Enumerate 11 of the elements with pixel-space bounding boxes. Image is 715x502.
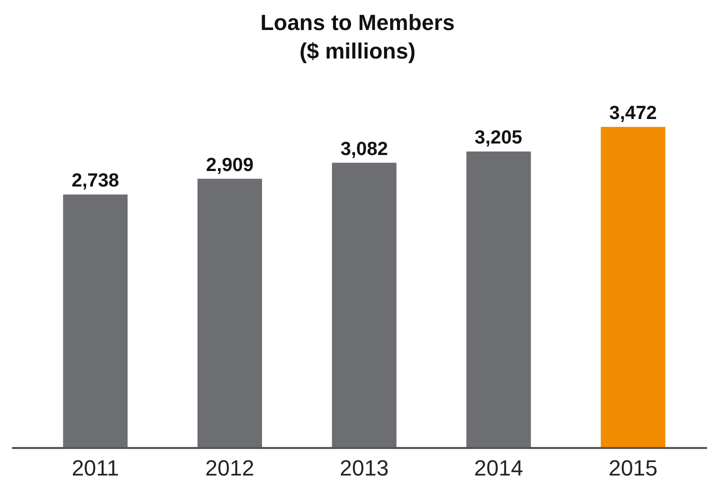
x-tick-label: 2012	[205, 455, 254, 480]
x-tick-label: 2013	[340, 455, 389, 480]
data-label: 2,738	[72, 170, 120, 192]
x-tick-label: 2015	[608, 455, 658, 480]
data-label: 2,909	[206, 154, 254, 176]
data-label: 3,082	[340, 138, 388, 160]
x-tick-label: 2011	[72, 455, 120, 480]
chart-title: Loans to Members ($ millions)	[260, 10, 455, 64]
data-label: 3,472	[609, 102, 657, 124]
x-tick-label: 2014	[474, 455, 524, 480]
data-label: 3,205	[474, 127, 523, 148]
